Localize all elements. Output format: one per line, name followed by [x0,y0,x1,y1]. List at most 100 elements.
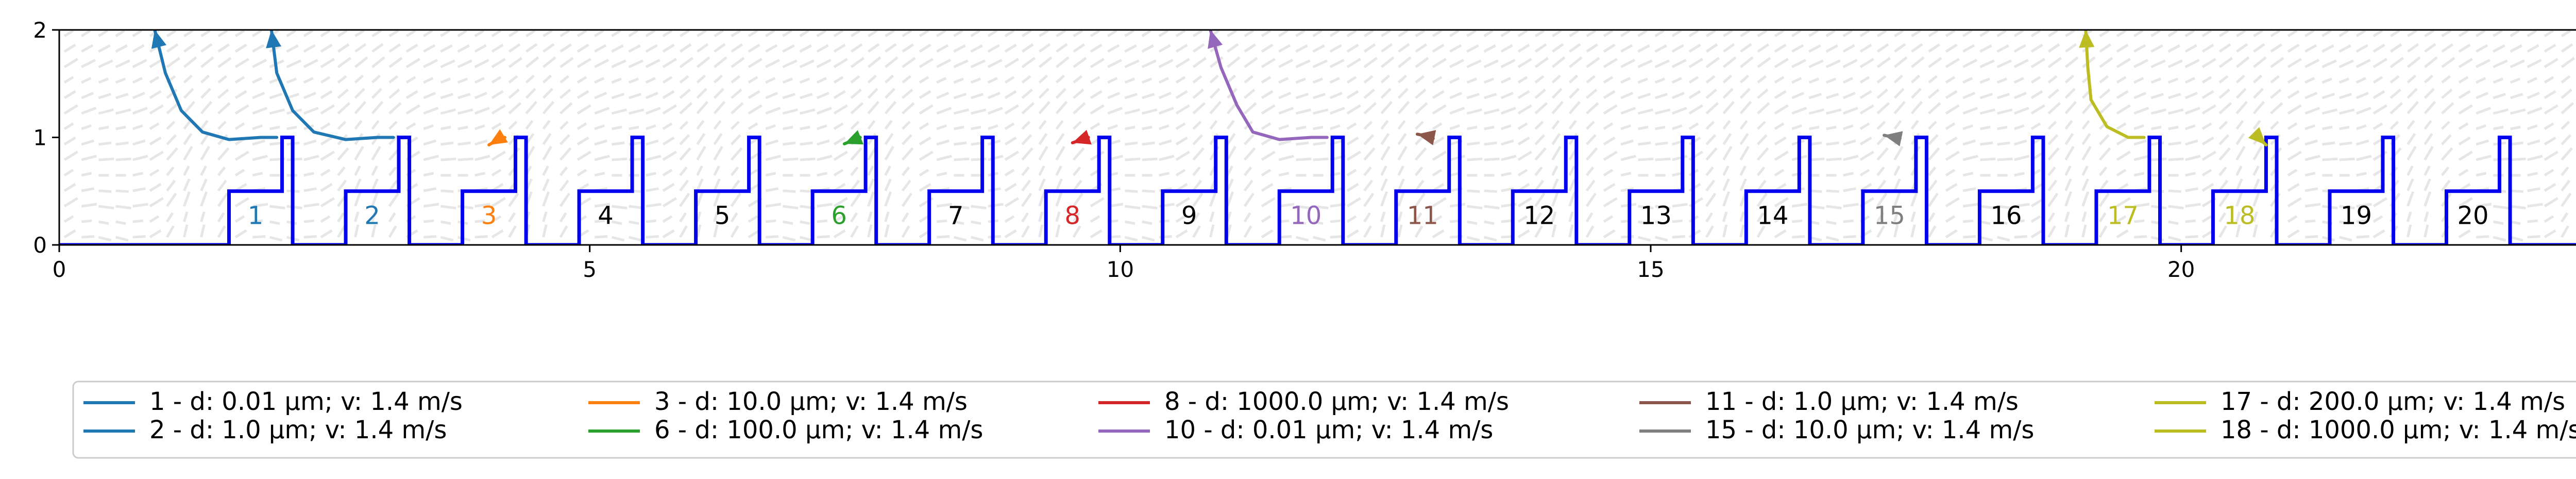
field-arrow [936,203,953,208]
field-arrow [1004,90,1017,100]
field-arrow [1774,104,1789,115]
field-arrow [1842,59,1858,69]
field-arrow [440,44,453,53]
field-arrow [1517,215,1528,223]
field-arrow [559,225,568,238]
field-arrow [2201,136,2214,146]
field-arrow [1209,56,1224,68]
field-arrow [183,101,195,114]
field-arrow [2218,134,2230,145]
field-arrow [730,134,741,145]
field-arrow [2561,75,2571,84]
field-arrow [919,76,929,84]
field-arrow [1859,136,1872,146]
field-arrow [1876,88,1888,99]
field-arrow [2476,77,2486,84]
field-arrow [234,58,249,69]
field-arrow [1826,220,1837,225]
field-arrow [388,192,399,207]
field-arrow [1175,197,1190,208]
field-arrow [1432,122,1443,130]
field-arrow [303,203,319,208]
field-arrow [612,205,628,210]
field-arrow [320,104,335,115]
field-arrow [1568,178,1576,191]
cell-label: 5 [715,202,731,230]
field-arrow [2493,93,2506,100]
field-arrow [765,44,778,53]
field-arrow [1637,236,1651,242]
field-arrow [970,30,980,38]
field-arrow [850,192,861,207]
field-arrow [731,75,741,84]
field-arrow [713,88,724,99]
field-arrow [2201,30,2212,38]
field-arrow [1655,141,1668,146]
field-arrow [850,57,865,69]
field-arrow [2184,107,2200,115]
field-arrow [679,43,692,53]
field-arrow [2356,172,2367,177]
field-arrow [491,76,502,84]
field-arrow [2544,30,2554,38]
field-arrow [1466,125,1478,130]
field-arrow [2424,178,2431,191]
field-arrow [1603,76,1614,84]
field-arrow [1073,75,1083,84]
field-arrow [1483,30,1494,38]
field-arrow [440,157,456,161]
field-arrow [1876,212,1885,223]
field-arrow [1842,77,1853,84]
field-arrow [115,77,126,84]
field-arrow [2441,57,2455,69]
field-arrow [730,166,739,176]
field-arrow [2424,30,2434,38]
field-arrow [354,211,360,222]
field-arrow [1449,59,1465,69]
field-arrow [2064,56,2079,68]
field-arrow [2476,124,2486,130]
field-arrow [1142,205,1158,210]
field-arrow [2013,59,2029,69]
field-arrow [1517,197,1532,208]
field-arrow [2287,169,2298,177]
field-arrow [440,189,454,193]
field-arrow [1125,189,1138,193]
field-arrow [423,203,439,208]
field-arrow [1688,104,1703,115]
field-arrow [1671,44,1684,53]
field-arrow [166,212,174,223]
field-arrow [936,91,950,100]
field-arrow [1141,77,1153,84]
field-arrow [1672,203,1688,208]
field-arrow [2218,192,2230,207]
field-arrow [2287,90,2300,100]
field-arrow [953,108,970,115]
field-arrow [662,183,675,192]
field-arrow [2081,224,2087,238]
field-arrow [1517,136,1530,146]
field-arrow [1603,136,1616,146]
field-arrow [1603,169,1614,177]
field-arrow [2406,43,2419,53]
field-arrow [1756,192,1768,207]
field-arrow [783,189,796,193]
field-arrow [1620,44,1633,53]
field-arrow [354,88,365,99]
field-arrow [782,30,792,38]
field-arrow [542,88,553,99]
field-arrow [2081,211,2087,222]
field-arrow [1910,224,1916,238]
field-arrow [2441,166,2450,176]
field-arrow [1192,121,1202,130]
field-arrow [2133,107,2149,115]
field-arrow [132,107,148,115]
field-arrow [234,169,245,177]
field-arrow [81,77,92,84]
field-arrow [1997,157,2013,161]
field-arrow [1620,91,1634,100]
field-arrow [2441,102,2454,114]
field-arrow [2510,220,2521,225]
field-arrow [1244,43,1256,53]
field-arrow [765,219,776,223]
